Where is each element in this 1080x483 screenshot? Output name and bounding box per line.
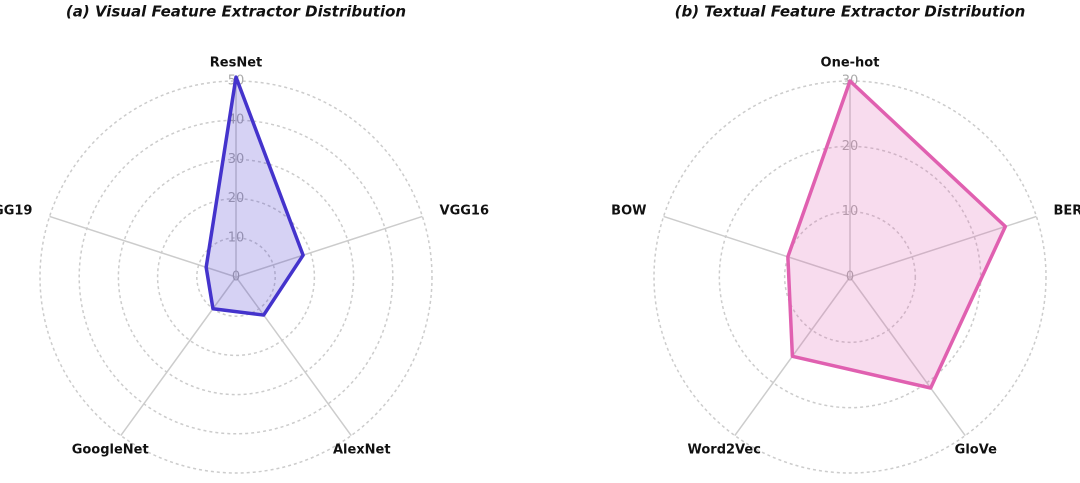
r-tick-label: 10 bbox=[842, 204, 859, 219]
category-label: Word2Vec bbox=[687, 443, 760, 458]
axis-spoke bbox=[849, 276, 966, 437]
chart-title: (b) Textual Feature Extractor Distributi… bbox=[675, 3, 1026, 21]
category-label: VGG16 bbox=[440, 203, 490, 218]
category-label: ResNet bbox=[210, 56, 262, 71]
radar-area bbox=[204, 75, 305, 317]
category-label: One-hot bbox=[821, 56, 880, 71]
axis-spoke bbox=[663, 215, 851, 278]
category-label: BOW bbox=[611, 203, 646, 218]
r-tick-label: 0 bbox=[232, 270, 240, 285]
grid-ring bbox=[718, 145, 982, 409]
category-label: BERT bbox=[1054, 203, 1080, 218]
axis-spoke bbox=[235, 215, 423, 278]
category-label: AlexNet bbox=[333, 443, 391, 458]
category-label: VGG19 bbox=[0, 203, 32, 218]
r-tick-label: 20 bbox=[228, 191, 245, 206]
chart-title: (a) Visual Feature Extractor Distributio… bbox=[66, 3, 406, 21]
radar-area bbox=[786, 79, 1008, 390]
axis-spoke bbox=[235, 276, 352, 437]
r-tick-label: 30 bbox=[228, 152, 245, 167]
r-tick-label: 10 bbox=[228, 230, 245, 245]
r-tick-label: 0 bbox=[846, 270, 854, 285]
r-tick-label: 40 bbox=[228, 113, 245, 128]
category-label: GloVe bbox=[955, 443, 997, 458]
grid-ring bbox=[39, 80, 433, 474]
category-label: GoogleNet bbox=[72, 443, 149, 458]
grid-ring bbox=[196, 237, 276, 317]
r-tick-label: 20 bbox=[842, 139, 859, 154]
grid-ring bbox=[653, 80, 1047, 474]
axis-spoke bbox=[120, 276, 237, 437]
